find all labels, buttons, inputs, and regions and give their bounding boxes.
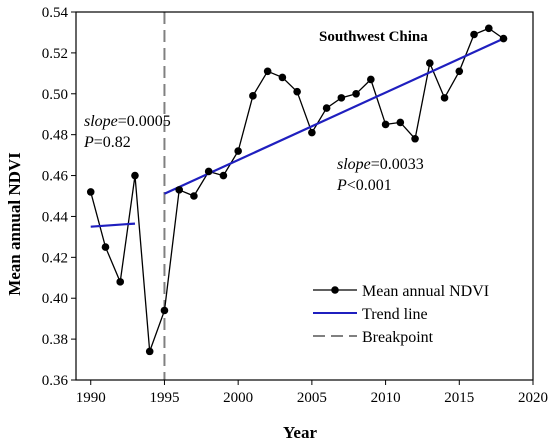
post-slope-annotation: slope=0.0033: [337, 156, 424, 173]
ndvi-point: [190, 192, 198, 200]
ndvi-point: [131, 171, 139, 180]
ndvi-point: [263, 67, 272, 76]
ndvi-point: [381, 120, 390, 129]
ndvi-point: [426, 59, 434, 67]
ndvi-point: [308, 128, 316, 137]
ndvi-point: [484, 24, 493, 33]
y-tick-label: 0.52: [42, 46, 68, 62]
legend-breakpoint-label: Breakpoint: [362, 329, 434, 346]
ndvi-point: [219, 171, 228, 180]
trend-line-post: [163, 37, 504, 195]
y-tick-label: 0.38: [42, 332, 68, 348]
ndvi-point: [86, 188, 95, 196]
ndvi-point: [249, 92, 257, 100]
ndvi-point: [470, 30, 478, 39]
ndvi-point: [234, 147, 242, 155]
legend-trend-label: Trend line: [362, 306, 428, 323]
legend: Mean annual NDVI Trend line Breakpoint: [313, 283, 489, 346]
x-tick-label: 2020: [518, 390, 548, 406]
y-tick-label: 0.40: [42, 291, 68, 307]
x-tick-label: 1990: [76, 390, 106, 406]
y-tick-label: 0.44: [42, 209, 69, 225]
ndvi-point: [204, 167, 213, 176]
ndvi-point: [352, 89, 360, 98]
y-tick-label: 0.48: [42, 128, 68, 144]
pre-slope-annotation: slope=0.0005: [84, 113, 171, 130]
trend-line-pre: [90, 222, 136, 228]
legend-ndvi-label: Mean annual NDVI: [362, 283, 489, 300]
y-tick-label: 0.36: [42, 373, 69, 389]
x-tick-label: 2005: [297, 390, 327, 406]
ndvi-point: [367, 75, 375, 84]
legend-ndvi-marker: [331, 286, 339, 294]
ndvi-point: [101, 243, 110, 251]
ndvi-point: [293, 87, 301, 96]
tick-layer: 1990 1995 2000 2005 2010 2015 2020 0.36 0.38 0.40…: [42, 5, 548, 406]
ndvi-point: [499, 34, 508, 43]
post-p-annotation: P<0.001: [336, 177, 392, 194]
ndvi-series-line: [90, 27, 504, 352]
plot-frame: [75, 11, 534, 381]
x-tick-label: 2000: [223, 390, 253, 406]
ndvi-point: [175, 186, 183, 194]
ndvi-point: [337, 94, 346, 102]
series-layer: [86, 12, 508, 380]
ndvi-point: [411, 134, 419, 143]
x-tick-label: 2015: [444, 390, 474, 406]
ndvi-point: [116, 278, 125, 286]
y-tick-label: 0.50: [42, 87, 68, 103]
pre-p-annotation: P=0.82: [83, 134, 131, 151]
x-tick-label: 1995: [149, 390, 179, 406]
ndvi-point: [455, 67, 464, 76]
y-axis-title: Mean annual NDVI: [5, 152, 24, 296]
ndvi-point: [322, 104, 331, 112]
x-axis-title: Year: [283, 423, 317, 442]
chart-title: Southwest China: [319, 29, 428, 45]
ndvi-point: [160, 306, 169, 315]
y-tick-label: 0.46: [42, 169, 69, 185]
y-tick-label: 0.54: [42, 5, 69, 21]
ndvi-point: [396, 118, 405, 127]
x-tick-label: 2010: [371, 390, 401, 406]
ndvi-point: [278, 73, 287, 82]
ndvi-point: [440, 94, 449, 102]
y-tick-label: 0.42: [42, 250, 68, 266]
ndvi-point: [145, 347, 154, 356]
